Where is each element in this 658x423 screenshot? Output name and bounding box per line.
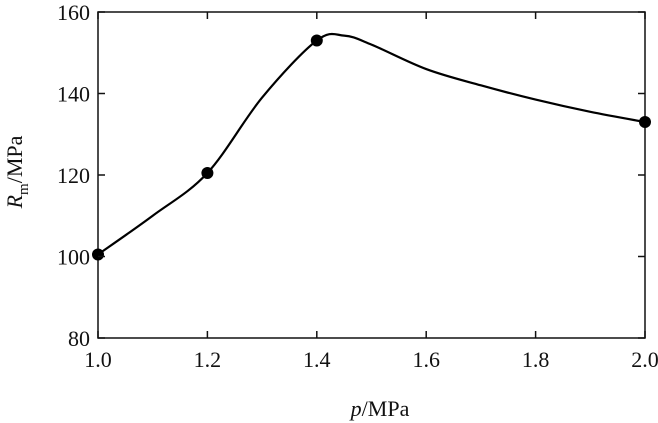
x-tick-label: 2.0 <box>631 347 658 372</box>
x-tick-label: 1.2 <box>194 347 222 372</box>
y-tick-label: 100 <box>57 245 90 270</box>
x-tick-label: 1.8 <box>522 347 550 372</box>
y-axis-label: Rm/MPa <box>2 135 32 209</box>
y-axis-label-unit: /MPa <box>2 135 27 183</box>
x-tick-label: 1.0 <box>84 347 112 372</box>
y-tick-label: 140 <box>57 82 90 107</box>
x-axis-label: p/MPa <box>349 396 410 421</box>
data-point <box>201 166 214 179</box>
y-axis-label-subscript: m <box>16 183 32 195</box>
y-tick-label: 80 <box>68 326 90 351</box>
plot-frame <box>97 11 646 339</box>
x-tick-label: 1.6 <box>412 347 440 372</box>
x-axis-label-variable: p <box>349 396 362 421</box>
series-line <box>97 32 646 256</box>
x-axis-label-unit: /MPa <box>362 396 410 421</box>
data-point <box>92 248 104 261</box>
y-tick-label: 160 <box>57 0 90 25</box>
x-tick-label: 1.4 <box>303 347 331 372</box>
data-point <box>639 116 651 129</box>
data-point <box>310 34 323 47</box>
y-tick-label: 120 <box>57 163 90 188</box>
y-axis-label-variable: R <box>2 194 27 209</box>
